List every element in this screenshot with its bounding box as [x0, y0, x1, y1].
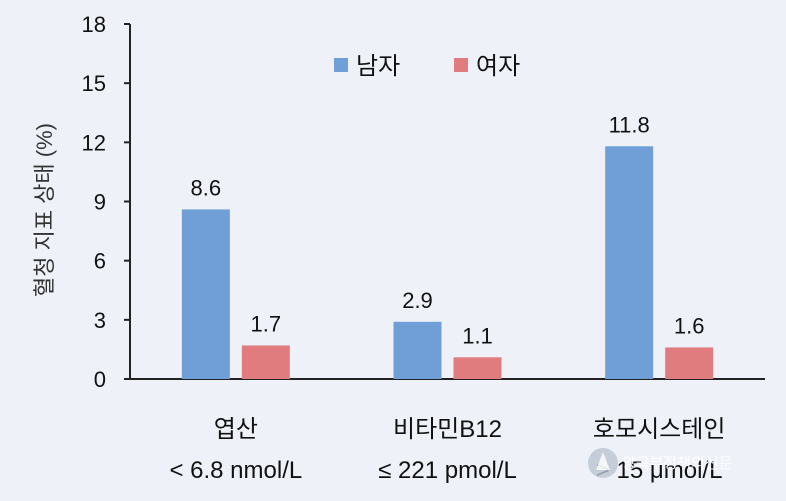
y-axis-label: 혈청 지표 상태 (%) — [32, 123, 57, 297]
bar-male-2 — [605, 146, 654, 379]
pen-nib-shape — [596, 452, 610, 470]
y-tick-label: 9 — [94, 190, 106, 215]
data-label: 11.8 — [609, 112, 650, 137]
y-tick-label: 6 — [94, 249, 106, 274]
data-labels: 8.6 1.7 2.9 1.1 11.8 1.6 — [191, 112, 705, 348]
data-label: 8.6 — [191, 175, 222, 200]
data-label: 1.1 — [462, 323, 493, 348]
data-label: 1.6 — [674, 313, 705, 338]
y-tick-label: 3 — [94, 308, 106, 333]
bars — [181, 146, 714, 379]
y-tick-label: 0 — [94, 367, 106, 392]
data-label: 2.9 — [402, 288, 433, 313]
legend-label: 남자 — [356, 53, 400, 80]
category-threshold-label: ≤ 221 pmol/L — [378, 457, 517, 484]
bar-male-1 — [393, 321, 442, 379]
axes: 0 3 6 9 12 15 18 — [82, 12, 765, 392]
category-threshold-label: < 6.8 nmol/L — [169, 457, 302, 484]
legend-label: 여자 — [476, 53, 520, 80]
category-label: 비타민B12 — [393, 416, 502, 443]
legend: 남자 여자 — [334, 53, 520, 80]
data-label: 1.7 — [251, 311, 282, 336]
bar-female-2 — [665, 347, 714, 379]
watermark: 양곡부정책의신문 — [588, 448, 733, 478]
legend-swatch — [454, 58, 468, 72]
category-label: 엽산 — [214, 416, 258, 443]
bar-female-1 — [453, 357, 502, 379]
y-tick-label: 12 — [82, 130, 106, 155]
bar-male-0 — [181, 209, 230, 379]
y-tick-label: 18 — [82, 12, 106, 37]
bar-female-0 — [241, 345, 290, 379]
watermark-text: 양곡부정책의신문 — [622, 455, 733, 472]
legend-swatch — [334, 58, 348, 72]
category-label: 호모시스테인 — [593, 416, 725, 443]
y-tick-label: 15 — [82, 71, 106, 96]
